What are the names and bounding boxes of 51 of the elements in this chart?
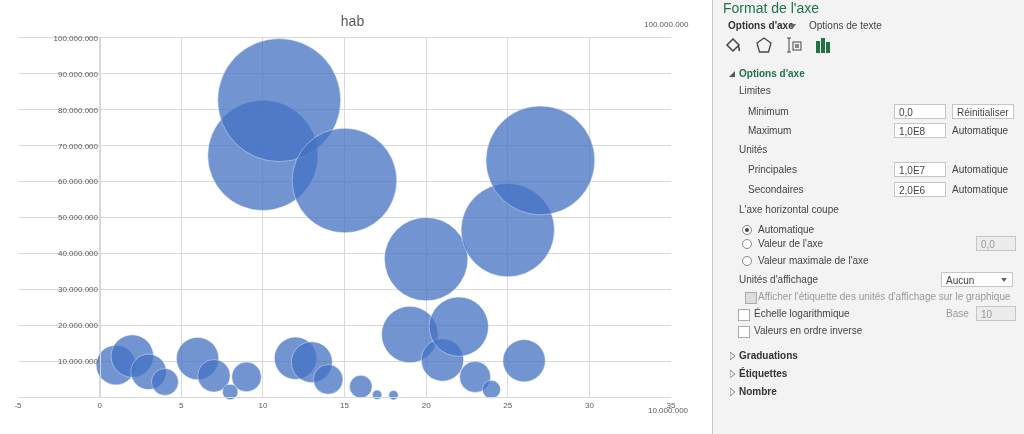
text: 0,0: [894, 104, 946, 119]
x-tick-label: 15: [340, 400, 350, 410]
y-tick-label: 30.000.000: [57, 285, 99, 295]
text: Unités d'affichage: [739, 274, 818, 286]
text: Format de l'axe: [723, 0, 820, 16]
y-tick-label: 100.000.000: [53, 33, 99, 43]
text: Nombre: [739, 386, 777, 398]
text: Base: [946, 308, 969, 320]
text: 2,0E6: [894, 182, 946, 197]
y-tick-label: 70.000.000: [57, 141, 99, 151]
x-tick-label: 10: [258, 400, 268, 410]
text: Automatique: [758, 224, 815, 236]
y-tick-label: 90.000.000: [57, 69, 99, 79]
text: Options d'axe: [739, 68, 805, 80]
text: Valeur maximale de l'axe: [758, 255, 869, 267]
y-tick-label: 80.000.000: [57, 105, 99, 115]
text: Principales: [748, 164, 797, 176]
text: Échelle logarithmique: [754, 308, 850, 320]
text: Valeurs en ordre inverse: [754, 325, 863, 337]
text: 100.000.000: [644, 20, 690, 29]
text: 1,0E8: [894, 123, 946, 138]
x-tick-label: -5: [14, 400, 23, 410]
y-tick-label: 60.000.000: [57, 177, 99, 187]
text: Afficher l'étiquette des unités d'affichage sur le graphique: [758, 291, 1011, 303]
x-tick-label: 30: [584, 400, 595, 410]
text: Maximum: [748, 125, 792, 137]
y-tick-label: 50.000.000: [57, 213, 99, 223]
text: Options de texte: [809, 20, 882, 32]
chart-title: hab: [340, 12, 365, 29]
text: 0,0: [976, 236, 1016, 251]
x-tick-label: 20: [421, 400, 432, 410]
text: Graduations: [739, 350, 798, 362]
text: Unités: [739, 144, 768, 156]
x-tick-label: 0: [97, 400, 103, 410]
text: Étiquettes: [739, 368, 788, 380]
text: Aucun: [941, 272, 1013, 287]
text: Automatique: [952, 164, 1009, 176]
text: Secondaires: [748, 184, 804, 196]
text: Minimum: [748, 106, 789, 118]
x-tick-label: 5: [179, 400, 185, 410]
text: 1,0E7: [894, 162, 946, 177]
text: Automatique: [952, 125, 1009, 137]
x-tick-label: 25: [503, 400, 513, 410]
text: Valeur de l'axe: [758, 238, 824, 250]
text: Automatique: [952, 184, 1009, 196]
text: 10: [976, 306, 1016, 321]
y-tick-label: 20.000.000: [57, 321, 99, 330]
text: L'axe horizontal coupe: [739, 204, 839, 216]
text: Réinitialiser: [952, 104, 1014, 119]
text: Limites: [739, 85, 771, 97]
y-tick-label: 40.000.000: [57, 249, 99, 259]
